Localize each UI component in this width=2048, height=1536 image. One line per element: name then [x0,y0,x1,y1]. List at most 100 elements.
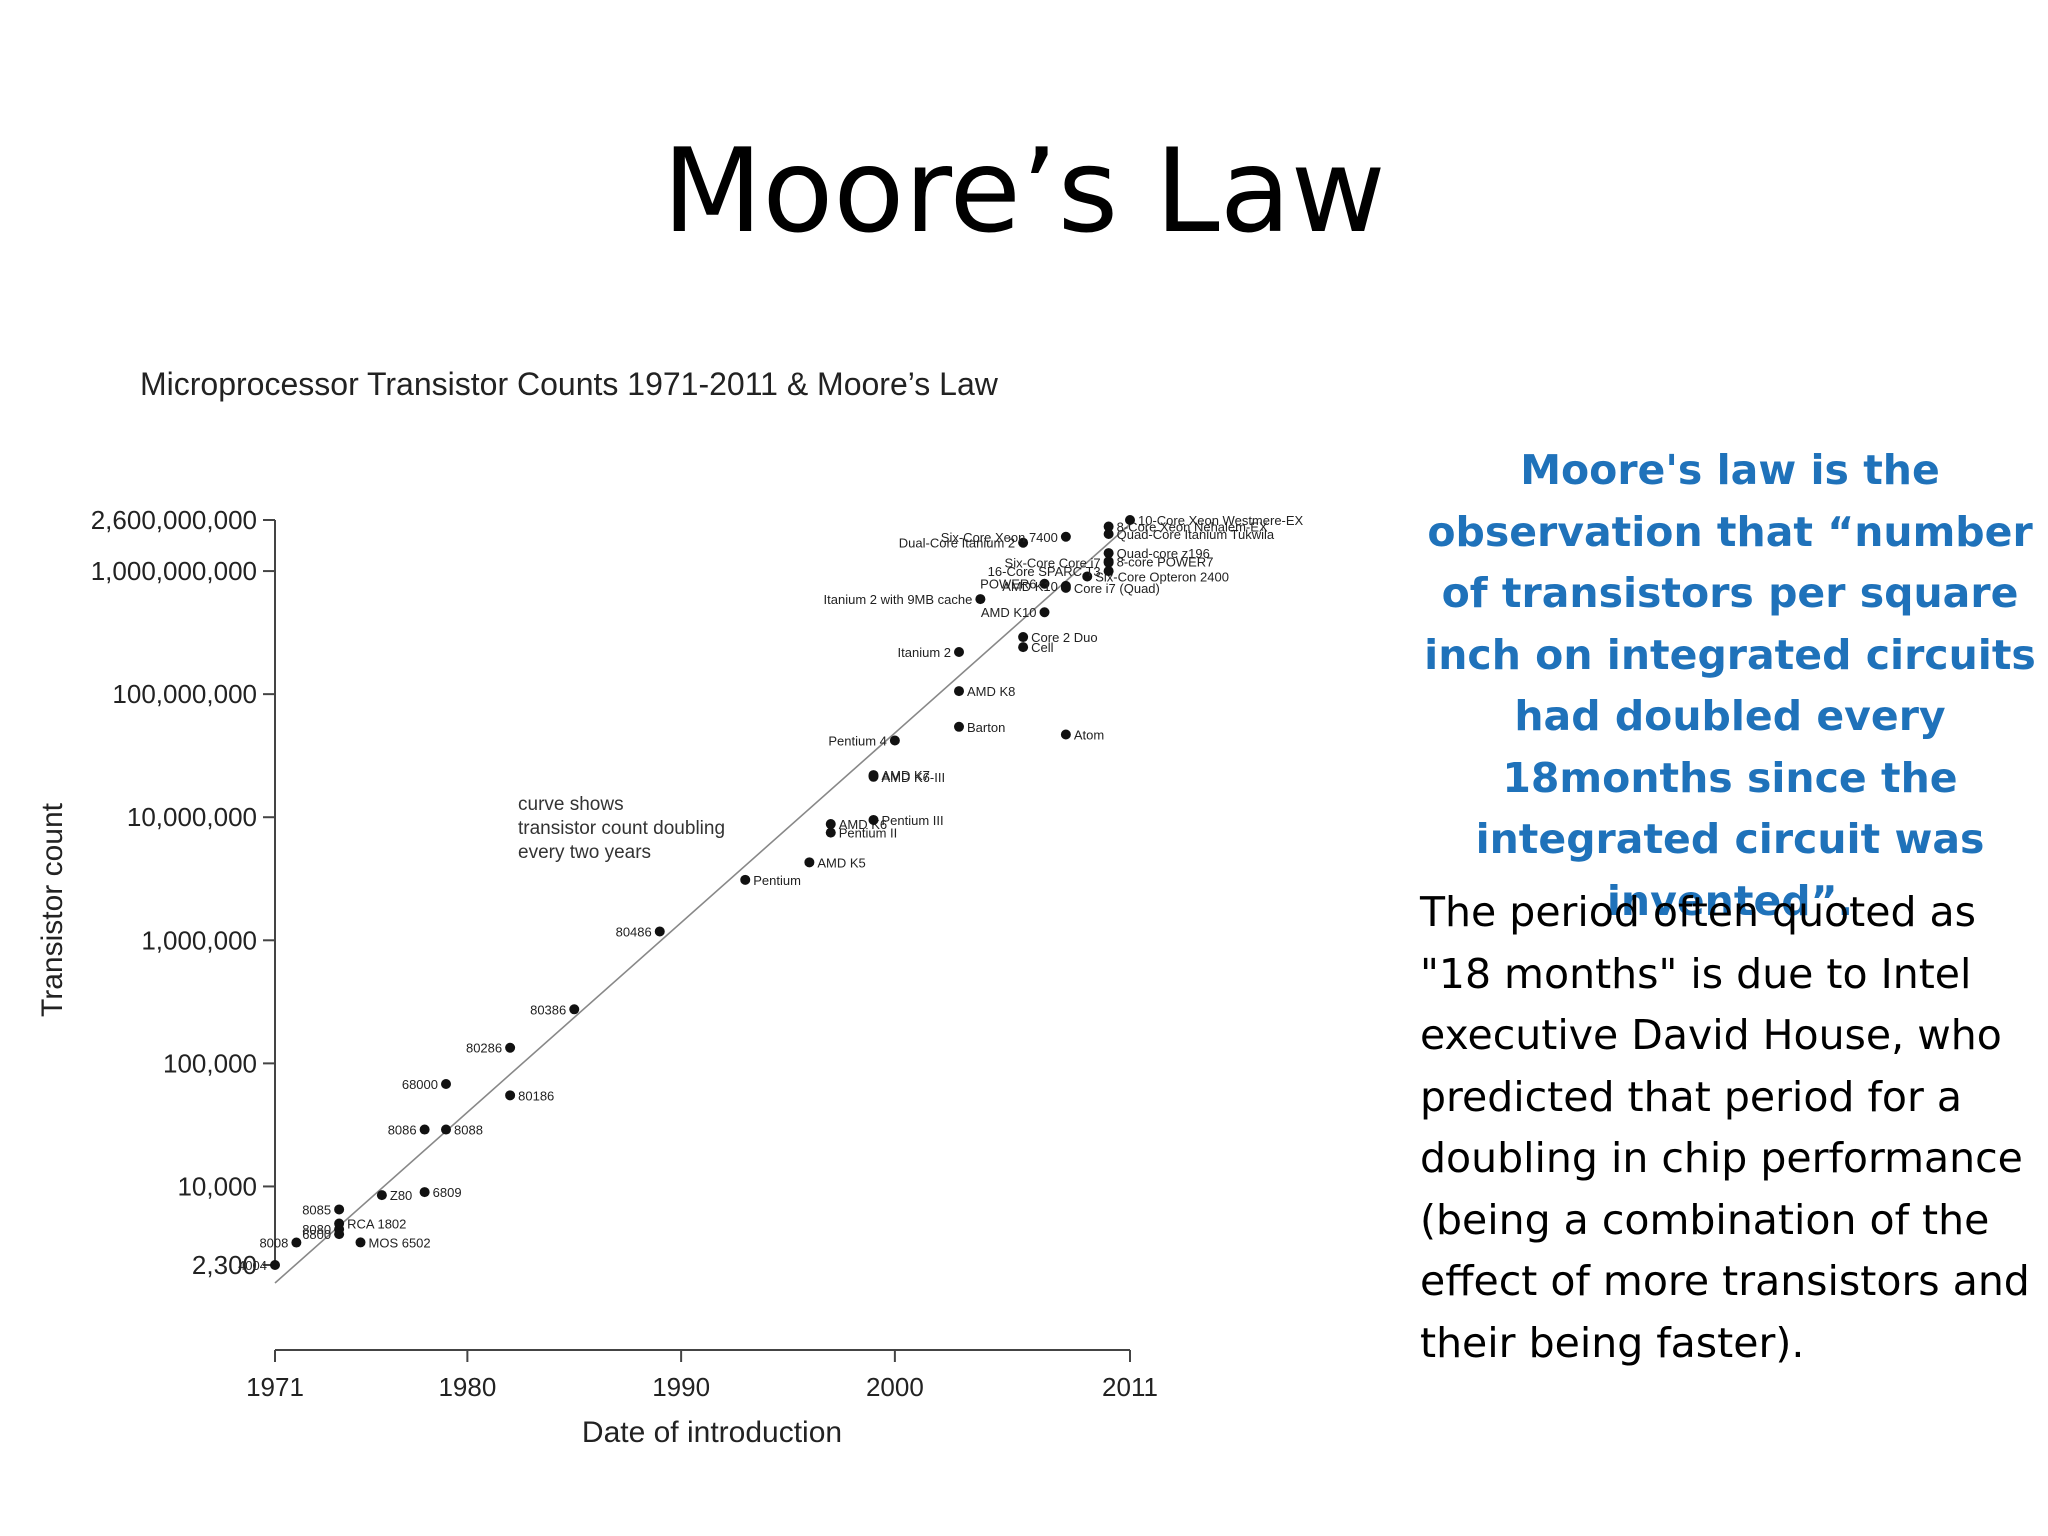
data-point [1103,521,1114,532]
point-label: 8-core POWER7 [1117,554,1214,569]
data-point [376,1190,387,1201]
point-label: 8008 [259,1236,288,1251]
point-label: Pentium II [839,826,898,841]
point-label: AMD K10 [981,605,1037,620]
point-label: AMD K5 [817,855,865,870]
point-label: Pentium [753,873,801,888]
data-point [419,1187,430,1198]
point-label: 6809 [433,1185,462,1200]
point-label: Pentium 4 [828,734,887,749]
data-point [441,1078,451,1089]
x-tick-label: 2000 [866,1372,924,1402]
point-label: 80386 [530,1002,566,1017]
data-point [1060,531,1071,542]
data-point [1039,578,1050,589]
point-label: Pentium III [882,813,944,828]
data-point [975,594,986,605]
point-label: 80486 [616,924,652,939]
x-tick-label: 1980 [438,1372,496,1402]
y-axis-label: Transistor count [36,802,69,1017]
point-label: Six-Core Opteron 2400 [1095,569,1229,584]
data-point [334,1229,345,1240]
slide-title: Moore’s Law [662,124,1386,259]
point-label: 10-Core Xeon Westmere-EX [1138,513,1304,528]
point-label: AMD K10 [1002,579,1058,594]
data-point [954,647,964,658]
y-tick-label: 1,000,000,000 [91,556,257,586]
data-point [569,1004,580,1015]
point-label: AMD K6 [839,817,887,832]
point-label: RCA 1802 [347,1216,406,1231]
point-label: 8086 [388,1123,417,1138]
data-point [334,1204,345,1215]
annotation-layer: curve shows transistor count doubling ever… [518,794,725,863]
point-label: 8088 [454,1123,483,1138]
data-point [740,874,751,885]
data-point [1103,566,1114,577]
data-point [868,770,879,781]
point-label: Six-Core Core i7 [1005,556,1101,571]
data-point [291,1237,302,1248]
point-label: POWER6 [980,577,1036,592]
x-tick-label: 2011 [1102,1372,1158,1402]
point-label: Quad-core z196 [1117,546,1210,561]
y-tick-label: 2,600,000,000 [91,505,257,535]
point-label: AMD K8 [967,684,1015,699]
y-tick-label: 10,000,000 [127,802,257,832]
data-point [1018,632,1029,643]
data-point [1060,580,1071,591]
x-axis-label: Date of introduction [582,1416,842,1449]
y-tick-label: 1,000,000 [141,925,257,955]
data-point [1060,729,1071,740]
data-point [419,1124,430,1135]
data-point [954,721,964,732]
point-label: AMD K6-III [882,770,946,785]
x-tick-label: 1990 [652,1372,710,1402]
data-point [441,1124,451,1135]
point-label: MOS 6502 [369,1235,431,1250]
data-point [868,814,879,825]
point-label: 68000 [402,1077,438,1092]
y-tick-label: 100,000 [163,1048,257,1078]
y-tick-label: 100,000,000 [112,679,257,709]
data-point [334,1218,345,1229]
point-label: 8-Core Xeon Nehalem-EX [1117,520,1268,535]
trend-line-layer [274,523,1131,1284]
data-point [1103,548,1114,559]
point-label: Z80 [390,1188,412,1203]
point-label: 8085 [302,1202,331,1217]
point-label: 4004 [238,1258,267,1273]
data-point [505,1042,516,1053]
point-label: AMD K7 [882,768,930,783]
data-point [1103,556,1114,567]
x-tick-label: 1971 [246,1372,304,1402]
data-point [505,1090,516,1101]
y-tick-label: 2,300 [192,1250,257,1280]
data-point [1039,607,1050,618]
point-label: Core i7 (Quad) [1074,581,1160,596]
data-point [954,686,964,697]
point-label: Quad-Core Itanium Tukwila [1117,527,1275,542]
data-point [889,735,900,746]
y-tick-label: 10,000 [177,1171,257,1201]
point-label: Atom [1074,728,1104,743]
point-label: 80286 [466,1041,502,1056]
point-label: Cell [1031,640,1054,655]
data-point [804,857,815,868]
data-point [1018,537,1029,548]
chart-axes: 2,300 10,000 100,000 1,000,000 10,000,000 100… [91,505,1158,1402]
transistor-count-chart: 2,300 10,000 100,000 1,000,000 10,000,000 100… [36,366,1304,1449]
chart-title: Microprocessor Transistor Counts 1971-20… [140,366,999,402]
point-label: Itanium 2 [898,645,951,660]
point-label: 8080 [302,1222,331,1237]
point-label: Dual-Core Itanium 2 [899,536,1015,551]
house-explanation: The period often quoted as "18 months" i… [1420,888,2030,1367]
data-point [1082,571,1093,582]
data-point [1125,515,1135,525]
data-point [654,926,665,937]
point-label: Six-Core Xeon 7400 [941,530,1058,545]
data-point [270,1260,280,1270]
point-label: Barton [967,720,1005,735]
point-label: 16-Core SPARC T3 [988,564,1101,579]
point-label: Core 2 Duo [1031,630,1097,645]
